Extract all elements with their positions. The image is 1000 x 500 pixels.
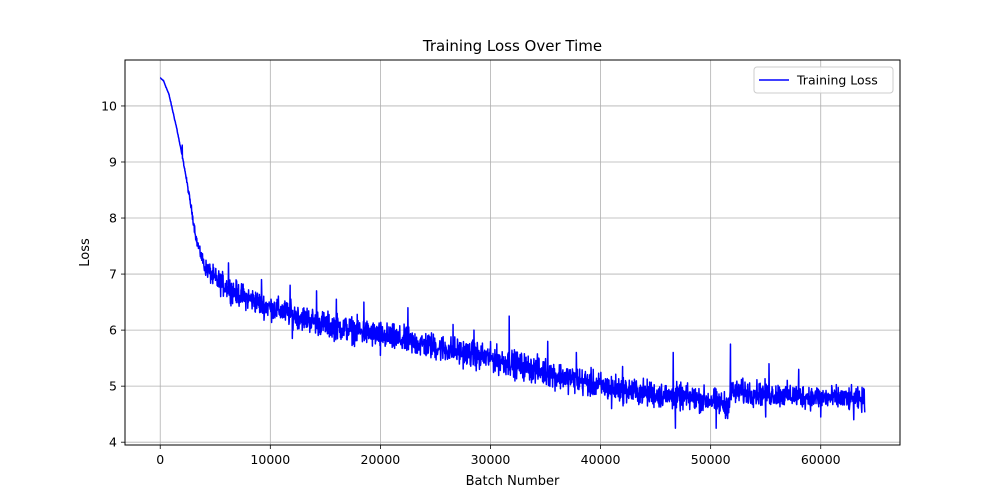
chart-title: Training Loss Over Time [422, 37, 602, 55]
y-axis-label: Loss [78, 238, 93, 267]
axis-ticks: 0 10000 20000 30000 40000 50000 60000 4 5 6 7 8 9 10 [101, 98, 841, 467]
y-tick-label: 5 [109, 379, 117, 394]
grid [125, 60, 900, 445]
legend: Training Loss [753, 66, 894, 94]
x-tick-label: 60000 [801, 452, 841, 467]
x-tick-label: 40000 [581, 452, 621, 467]
legend-box [753, 66, 894, 94]
series-line-training-loss [159, 77, 866, 429]
y-tick-label: 8 [109, 211, 117, 226]
x-tick-label: 0 [156, 452, 164, 467]
plot-area [125, 60, 900, 445]
x-tick-label: 20000 [361, 452, 401, 467]
x-axis-label: Batch Number [466, 474, 560, 489]
plot-frame [124, 59, 901, 446]
legend-label-training-loss: Training Loss [796, 73, 878, 88]
x-tick-label: 50000 [691, 452, 731, 467]
y-tick-label: 6 [109, 323, 117, 338]
y-tick-label: 9 [109, 154, 117, 169]
y-tick-label: 10 [101, 98, 117, 113]
y-tick-label: 7 [109, 267, 117, 282]
x-tick-label: 10000 [250, 452, 290, 467]
x-tick-label: 30000 [471, 452, 511, 467]
y-tick-label: 4 [109, 435, 117, 450]
